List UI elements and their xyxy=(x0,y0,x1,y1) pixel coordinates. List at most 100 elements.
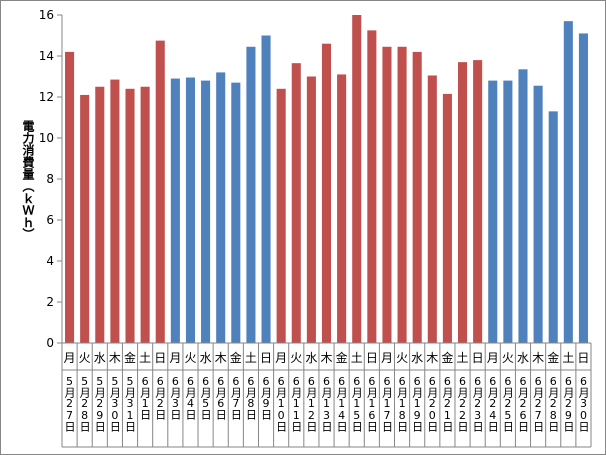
x-weekday-label: 月 xyxy=(64,351,76,365)
x-tick-label: 6月3日 xyxy=(169,375,182,420)
bar xyxy=(185,77,196,344)
x-weekday-label: 金 xyxy=(547,350,559,365)
bar xyxy=(125,88,135,343)
bar xyxy=(246,46,256,344)
x-weekday-label: 木 xyxy=(109,351,121,365)
x-weekday-label: 月 xyxy=(275,351,287,365)
bar xyxy=(261,35,271,343)
bar xyxy=(442,93,452,343)
x-weekday-label: 火 xyxy=(184,351,196,365)
x-weekday-label: 月 xyxy=(169,351,181,365)
bar xyxy=(337,74,347,343)
bar xyxy=(518,69,528,343)
x-tick-label: 6月10日 xyxy=(275,375,288,432)
bar xyxy=(155,40,165,343)
bar xyxy=(201,80,211,343)
bar xyxy=(533,85,543,343)
x-weekday-label: 水 xyxy=(305,351,317,365)
x-weekday-label: 日 xyxy=(366,351,378,365)
x-weekday-label: 日 xyxy=(472,351,484,365)
x-tick-label: 6月6日 xyxy=(214,375,227,420)
bar xyxy=(488,80,498,343)
y-tick-label: 12 xyxy=(39,90,54,104)
x-weekday-label: 月 xyxy=(487,351,499,365)
bar xyxy=(382,46,392,344)
x-tick-label: 6月14日 xyxy=(335,375,348,432)
bar xyxy=(563,21,573,344)
x-weekday-label: 木 xyxy=(215,351,227,365)
bar xyxy=(291,63,301,344)
x-tick-label: 6月28日 xyxy=(547,375,560,432)
bar xyxy=(65,51,75,344)
x-tick-label: 5月27日 xyxy=(63,375,76,432)
x-tick-label: 6月15日 xyxy=(350,375,363,432)
bar xyxy=(352,15,362,343)
x-tick-label: 6月2日 xyxy=(154,375,167,420)
x-weekday-label: 金 xyxy=(441,350,453,365)
x-tick-label: 6月9日 xyxy=(260,375,273,420)
x-weekday-label: 土 xyxy=(457,351,469,365)
bar xyxy=(397,46,407,344)
bar xyxy=(216,72,226,344)
x-weekday-label: 火 xyxy=(290,351,302,365)
x-weekday-label: 土 xyxy=(245,351,257,365)
bar xyxy=(412,51,422,344)
x-weekday-label: 金 xyxy=(336,350,348,365)
bar xyxy=(306,76,316,343)
y-axis-label: 電力消費量（ｋＷｈ） xyxy=(21,120,35,240)
x-tick-label: 6月29日 xyxy=(562,375,575,432)
x-weekday-label: 水 xyxy=(94,351,106,365)
x-weekday-label: 土 xyxy=(351,351,363,365)
x-tick-label: 6月13日 xyxy=(320,375,333,432)
x-tick-label: 6月1日 xyxy=(139,375,152,420)
x-tick-label: 5月28日 xyxy=(78,375,91,432)
x-tick-label: 6月18日 xyxy=(396,375,409,432)
x-tick-label: 6月12日 xyxy=(305,375,318,432)
x-tick-label: 6月8日 xyxy=(244,375,257,420)
y-tick-label: 10 xyxy=(39,131,54,145)
x-weekday-label: 火 xyxy=(502,351,514,365)
x-tick-label: 6月26日 xyxy=(516,375,529,432)
x-weekday-label: 火 xyxy=(79,351,91,365)
x-weekday-label: 日 xyxy=(260,351,272,365)
x-tick-label: 6月19日 xyxy=(411,375,424,432)
bar xyxy=(548,111,558,343)
y-tick-label: 16 xyxy=(39,8,54,22)
x-weekday-label: 水 xyxy=(517,351,529,365)
bar xyxy=(503,80,513,343)
bar xyxy=(95,86,105,343)
bar xyxy=(170,78,180,344)
bar xyxy=(427,75,437,343)
x-tick-label: 6月23日 xyxy=(471,375,484,432)
y-tick-label: 4 xyxy=(46,254,54,268)
x-tick-label: 6月24日 xyxy=(486,375,499,432)
x-weekday-label: 水 xyxy=(200,351,212,365)
x-tick-label: 6月7日 xyxy=(229,375,242,420)
x-weekday-label: 木 xyxy=(426,351,438,365)
bar xyxy=(473,60,483,343)
bar xyxy=(578,33,588,343)
bar xyxy=(80,94,90,343)
x-weekday-label: 木 xyxy=(532,351,544,365)
bar xyxy=(231,82,241,344)
y-tick-label: 14 xyxy=(39,49,54,63)
bar xyxy=(276,88,286,343)
bar xyxy=(140,86,150,343)
bar xyxy=(321,43,332,343)
x-tick-label: 6月11日 xyxy=(290,375,303,432)
x-weekday-label: 日 xyxy=(577,351,589,365)
x-weekday-label: 水 xyxy=(411,351,423,365)
bar xyxy=(457,62,468,344)
x-weekday-label: 金 xyxy=(230,350,242,365)
x-tick-label: 6月21日 xyxy=(441,375,454,432)
x-tick-label: 5月29日 xyxy=(93,375,106,432)
x-weekday-label: 月 xyxy=(381,351,393,365)
x-tick-label: 6月30日 xyxy=(577,375,590,432)
x-weekday-label: 土 xyxy=(139,351,151,365)
bar xyxy=(367,30,377,343)
x-tick-label: 5月30日 xyxy=(108,375,121,432)
x-tick-label: 6月16日 xyxy=(365,375,378,432)
y-tick-label: 0 xyxy=(46,336,54,350)
